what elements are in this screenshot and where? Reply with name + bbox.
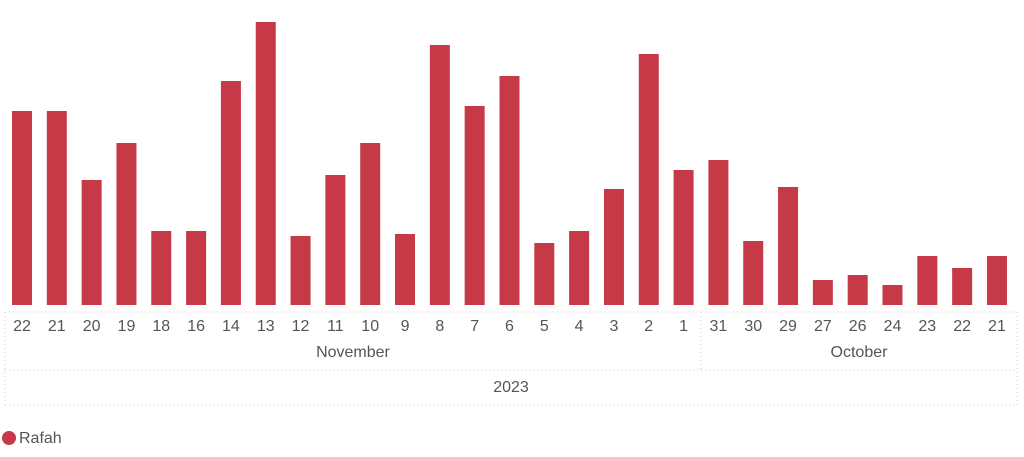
bar — [603, 189, 624, 305]
bar — [116, 143, 137, 305]
year-label: 2023 — [493, 379, 529, 396]
month-label: October — [831, 344, 889, 361]
x-tick-label: 9 — [401, 318, 410, 335]
x-tick-label: 22 — [953, 318, 971, 335]
x-tick-label: 6 — [505, 318, 514, 335]
bar — [464, 106, 485, 305]
x-tick-label: 10 — [361, 318, 379, 335]
bar — [360, 143, 381, 305]
x-tick-label: 16 — [187, 318, 205, 335]
bar — [151, 231, 172, 305]
bar — [499, 76, 520, 305]
x-tick-label: 30 — [744, 318, 762, 335]
x-tick-label: 26 — [849, 318, 867, 335]
bar — [847, 275, 868, 305]
x-tick-label: 18 — [152, 318, 170, 335]
x-tick-label: 31 — [710, 318, 728, 335]
bar — [81, 180, 102, 305]
bar — [255, 22, 276, 305]
bar — [743, 241, 764, 305]
x-tick-label: 4 — [575, 318, 584, 335]
x-tick-label: 5 — [540, 318, 549, 335]
x-tick-label: 2 — [644, 318, 653, 335]
bar — [569, 231, 590, 305]
x-tick-label: 20 — [83, 318, 101, 335]
x-tick-label: 7 — [470, 318, 479, 335]
bar — [986, 256, 1007, 305]
legend-swatch — [2, 431, 16, 445]
x-tick-label: 21 — [988, 318, 1006, 335]
x-tick-label: 24 — [884, 318, 902, 335]
bar — [395, 234, 416, 305]
x-tick-label: 23 — [918, 318, 936, 335]
x-tick-label: 11 — [327, 318, 344, 335]
bar — [673, 170, 694, 305]
bar — [812, 280, 833, 305]
x-tick-label: 3 — [609, 318, 618, 335]
x-tick-label: 13 — [257, 318, 275, 335]
bar — [12, 111, 32, 305]
bar — [708, 160, 729, 305]
bar — [778, 187, 799, 305]
bar — [220, 81, 241, 305]
x-tick-label: 21 — [48, 318, 66, 335]
x-tick-label: 14 — [222, 318, 240, 335]
x-tick-label: 1 — [679, 318, 688, 335]
month-label: November — [316, 344, 390, 361]
legend-label: Rafah — [19, 430, 62, 447]
bar — [46, 111, 67, 305]
bar — [429, 45, 450, 305]
bar — [186, 231, 207, 305]
bar — [638, 54, 659, 305]
x-tick-label: 19 — [118, 318, 136, 335]
bar — [290, 236, 311, 305]
bar — [917, 256, 938, 305]
bar — [882, 285, 903, 305]
bar — [952, 268, 973, 305]
x-tick-label: 22 — [13, 318, 31, 335]
x-tick-label: 27 — [814, 318, 832, 335]
bar — [325, 175, 346, 305]
x-tick-label: 29 — [779, 318, 797, 335]
x-tick-label: 12 — [292, 318, 310, 335]
bar — [534, 243, 555, 305]
x-tick-label: 8 — [435, 318, 444, 335]
